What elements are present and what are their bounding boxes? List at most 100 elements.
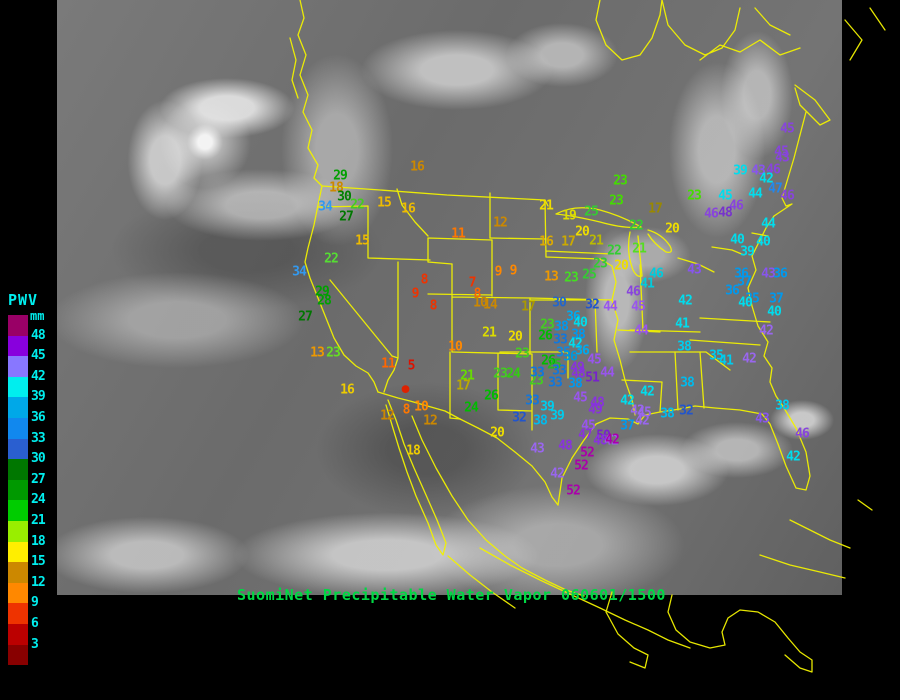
station-pwv-value: 45 [587,352,602,368]
legend-color-box [8,562,28,583]
legend-label: 27 [31,471,46,487]
station-pwv-value: 52 [566,483,581,499]
station-pwv-value: 20 [614,258,629,274]
legend-label: 6 [31,616,39,631]
station-pwv-value: 35 [709,348,724,364]
legend-label: 21 [31,513,46,528]
station-pwv-value: 38 [680,375,695,391]
legend-color-box [8,623,28,645]
legend-label: 12 [31,574,46,590]
station-pwv-value: 40 [730,232,745,248]
station-pwv-value: 42 [604,433,619,449]
station-pwv-value: 18 [406,443,421,459]
station-pwv-value: 34 [318,199,333,215]
station-pwv-value: 52 [580,445,595,461]
station-pwv-value: 49 [570,360,585,376]
station-pwv-value: 45 [718,188,733,204]
legend-color-box [8,500,28,521]
station-pwv-value: 23 [540,317,555,333]
station-pwv-value: 21 [460,368,475,384]
legend-color-box [8,479,28,501]
legend-color-box [8,603,28,624]
station-pwv-value: 21 [539,198,554,214]
station-pwv-value: 33 [530,365,545,381]
station-pwv-value: 23 [593,256,608,272]
legend-color-box [8,438,28,460]
station-pwv-value: 49 [588,402,603,418]
legend-label: 48 [31,327,46,343]
station-pwv-value: 19 [562,208,577,224]
station-pwv-value: 9 [411,286,420,302]
legend-color-box [8,335,28,357]
legend-color-box [8,417,28,439]
station-pwv-value: 23 [529,373,544,389]
legend-label: 3 [31,636,39,652]
station-pwv-value: 37 [737,274,752,290]
station-pwv-value: 43 [775,150,790,166]
station-pwv-value: 33 [548,375,563,391]
legend-color-box [8,356,28,377]
station-pwv-value: 48 [571,366,586,382]
station-pwv-value: 36 [734,266,749,282]
station-pwv-value: 38 [677,339,692,355]
map-title: SuomiNet Precipitable Water Vapor 060601… [237,586,666,604]
station-pwv-value: 17 [561,234,576,250]
station-pwv-value: 42 [759,323,774,339]
station-pwv-value: 21 [632,241,647,257]
legend-label: 39 [31,389,46,405]
station-pwv-value: 34 [292,264,307,280]
station-pwv-value: 20 [575,224,590,240]
legend-color-box [8,520,28,542]
station-pwv-value: 38 [554,319,569,335]
station-pwv-value: 15 [377,195,392,211]
station-pwv-value: 23 [687,188,702,204]
station-pwv-value: 13 [310,345,325,361]
station-pwv-value: 11 [451,226,466,242]
station-pwv-value: 39 [550,408,565,424]
legend-label: 45 [31,348,46,364]
station-pwv-value: 45 [780,121,795,137]
station-pwv-value: 20 [508,329,523,345]
station-pwv-value: 27 [339,209,354,225]
legend-color-box [8,315,28,336]
station-pwv-value: 23 [515,346,530,362]
station-pwv-value: 38 [568,376,583,392]
station-pwv-value: 42 [635,413,650,429]
legend-color-box [8,541,28,563]
station-pwv-value: 42 [568,336,583,352]
station-pwv-value: 48 [593,433,608,449]
station-pwv-value: 23 [609,193,624,209]
legend-unit: mm [30,309,45,323]
station-pwv-value: 22 [324,251,339,267]
station-pwv-value: 43 [755,411,770,427]
station-pwv-value: 16 [340,382,355,398]
station-pwv-value: 26 [541,353,556,369]
station-pwv-value: 51 [585,370,600,386]
station-pwv-value: 17 [456,378,471,394]
station-pwv-value: 48 [590,395,605,411]
legend-label: 42 [31,368,46,384]
legend-label: 33 [31,430,46,446]
station-pwv-value: 8 [402,402,411,418]
station-pwv-value: 29 [315,284,330,300]
station-pwv-value: 42 [742,351,757,367]
station-pwv-value: 29 [333,168,348,184]
station-pwv-value: 24 [464,400,479,416]
legend-label: 15 [31,554,46,570]
station-pwv-value: 46 [766,162,781,178]
station-pwv-value: 40 [738,295,753,311]
station-pwv-value: 48 [718,205,733,221]
station-pwv-value: 24 [506,366,521,382]
legend-title: PWV [8,291,39,309]
station-pwv-value: 18 [329,180,344,196]
station-pwv-value: 26 [484,388,499,404]
station-pwv-value: 42 [678,293,693,309]
station-pwv-value: 22 [350,197,365,213]
station-pwv-value: 42 [786,449,801,465]
station-pwv-value: 40 [756,234,771,250]
station-pwv-value: 36 [563,349,578,365]
station-pwv-value: 44 [600,365,615,381]
station-pwv-value: 36 [725,283,740,299]
station-pwv-value: 43 [761,266,776,282]
